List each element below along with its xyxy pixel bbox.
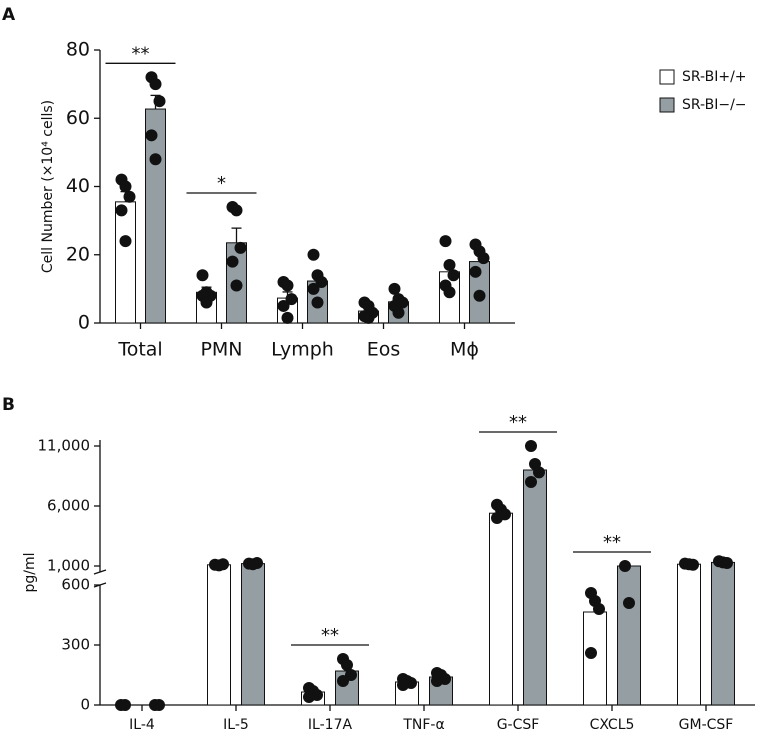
- bar: [617, 565, 641, 706]
- data-point: [477, 252, 490, 265]
- bar: [677, 563, 701, 706]
- y-axis-label: Cell Number (×10⁴ cells): [40, 100, 56, 273]
- data-point: [307, 248, 320, 261]
- data-point: [687, 558, 699, 571]
- y-tick-label: 1,000: [47, 557, 90, 575]
- y-tick-label: 600: [61, 576, 90, 594]
- significance-label: **: [132, 43, 150, 64]
- data-point: [200, 296, 213, 309]
- y-tick-label: 60: [66, 107, 90, 129]
- bar: [145, 108, 166, 324]
- data-point: [337, 675, 349, 687]
- data-point: [623, 597, 635, 609]
- bar: [583, 611, 607, 706]
- data-point: [281, 311, 294, 324]
- data-point: [525, 440, 537, 452]
- significance-label: **: [509, 412, 527, 433]
- data-point: [362, 311, 375, 324]
- data-point: [469, 265, 482, 278]
- significance-label: *: [217, 173, 226, 194]
- y-axis-label: pg/ml: [22, 552, 38, 592]
- x-tick-label: IL-5: [223, 717, 249, 733]
- data-point: [585, 647, 597, 659]
- bar: [523, 469, 547, 706]
- x-tick-label: PMN: [200, 339, 242, 361]
- y-tick-label: 11,000: [38, 437, 91, 455]
- y-tick-label: 20: [66, 243, 90, 265]
- data-point: [115, 204, 128, 217]
- y-tick-label: 300: [61, 636, 90, 654]
- x-tick-label: Lymph: [271, 339, 334, 361]
- x-tick-label: Eos: [367, 339, 401, 361]
- data-point: [525, 476, 537, 488]
- y-tick-label: 80: [66, 39, 90, 61]
- data-point: [230, 279, 243, 292]
- data-point: [281, 279, 294, 292]
- significance-label: **: [321, 625, 339, 646]
- y-tick-label: 0: [78, 312, 90, 334]
- axis-break: [93, 569, 107, 575]
- data-point: [303, 691, 315, 703]
- panel-label: A: [2, 5, 16, 25]
- data-point: [119, 235, 132, 248]
- data-point: [397, 679, 409, 691]
- data-point: [341, 659, 353, 671]
- x-tick-label: Total: [117, 339, 162, 361]
- data-point: [153, 699, 165, 711]
- data-point: [431, 675, 443, 687]
- bar: [207, 564, 231, 706]
- data-point: [619, 560, 631, 572]
- legend-label: SR-BI−/−: [682, 97, 747, 113]
- legend-swatch: [659, 69, 675, 85]
- x-tick-label: IL-4: [129, 717, 155, 733]
- data-point: [388, 282, 401, 295]
- y-tick-label: 0: [80, 696, 90, 714]
- x-tick-label: IL-17A: [308, 717, 353, 733]
- data-point: [149, 153, 162, 166]
- data-point: [307, 282, 320, 295]
- data-point: [447, 269, 460, 282]
- y-tick-label: 40: [66, 175, 90, 197]
- y-tick-label: 6,000: [47, 497, 90, 515]
- data-point: [443, 286, 456, 299]
- data-point: [230, 204, 243, 217]
- data-point: [277, 299, 290, 312]
- data-point: [251, 557, 263, 569]
- data-point: [311, 296, 324, 309]
- data-point: [149, 78, 162, 91]
- data-point: [443, 258, 456, 271]
- x-tick-label: G-CSF: [497, 717, 540, 733]
- legend-swatch: [659, 97, 675, 113]
- data-point: [196, 269, 209, 282]
- bar: [489, 512, 513, 706]
- panel-label: B: [2, 395, 15, 415]
- bar: [711, 561, 735, 706]
- data-point: [473, 289, 486, 302]
- data-point: [392, 306, 405, 319]
- data-point: [119, 180, 132, 193]
- data-point: [721, 557, 733, 569]
- x-tick-label: GM-CSF: [679, 717, 734, 733]
- data-point: [315, 276, 328, 289]
- data-point: [217, 558, 229, 571]
- x-tick-label: CXCL5: [590, 717, 635, 733]
- data-point: [123, 190, 136, 203]
- significance-label: **: [603, 532, 621, 553]
- x-tick-label: Mϕ: [450, 339, 479, 361]
- data-point: [439, 235, 452, 248]
- data-point: [226, 255, 239, 268]
- data-point: [145, 129, 158, 142]
- data-point: [593, 603, 605, 615]
- bar: [241, 563, 265, 706]
- data-point: [533, 466, 545, 479]
- data-point: [119, 699, 131, 711]
- data-point: [153, 95, 166, 108]
- data-point: [491, 512, 503, 524]
- data-point: [285, 293, 298, 306]
- bar: [115, 201, 136, 324]
- legend-label: SR-BI+/+: [682, 69, 747, 85]
- x-tick-label: TNF-α: [402, 717, 444, 733]
- data-point: [234, 241, 247, 254]
